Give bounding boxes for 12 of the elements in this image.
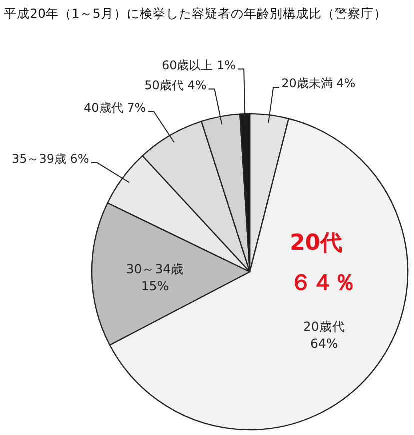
text: 20代 (290, 231, 343, 256)
slice-label: 60歳以上 1% (162, 58, 236, 72)
data-label: 15% (141, 278, 170, 294)
slice-label: 20歳代 (303, 318, 346, 334)
slice-label: 40歳代 7% (84, 100, 146, 115)
slice-label: 30～34歳 (126, 261, 184, 276)
data-label: 64% (310, 336, 338, 351)
slice-label: 20歳未満 4% (282, 76, 356, 90)
slice-label: 50歳代 4% (144, 78, 207, 92)
slice-label: 35～39歳 6% (12, 152, 90, 166)
chart-title: 平成20年（1～5月）に検挙した容疑者の年齢別構成比（警察庁） (4, 6, 387, 21)
text: ６４％ (290, 271, 356, 296)
